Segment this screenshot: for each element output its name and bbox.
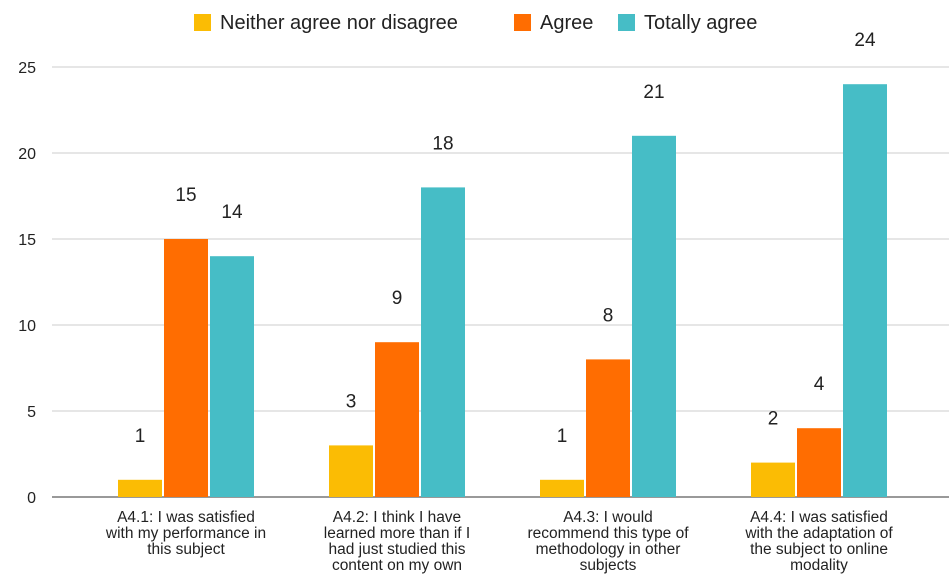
y-tick-label: 5: [27, 404, 36, 421]
bar: [164, 239, 208, 497]
legend-swatch: [514, 14, 531, 31]
category-label: this subject: [147, 541, 225, 558]
category-label: subjects: [580, 557, 637, 574]
category-label: modality: [790, 557, 848, 574]
data-label: 24: [854, 30, 876, 51]
data-label: 18: [432, 133, 453, 154]
y-axis: 0 5 10 15 20 25: [18, 60, 36, 507]
data-label: 15: [175, 185, 196, 206]
bar: [751, 462, 795, 497]
category-label: A4.4: I was satisfied: [750, 509, 888, 526]
y-tick-label: 25: [18, 60, 36, 77]
bar: [843, 84, 887, 497]
category-label: had just studied this: [328, 541, 465, 558]
bar: [797, 428, 841, 497]
data-label: 1: [135, 426, 146, 447]
legend-label: Totally agree: [644, 12, 757, 34]
y-tick-label: 0: [27, 490, 36, 507]
data-label: 4: [814, 374, 825, 395]
bar: [210, 256, 254, 497]
data-label: 8: [603, 305, 614, 326]
category-label: A4.3: I would: [563, 509, 653, 526]
category-label: content on my own: [332, 557, 462, 574]
bar: [118, 479, 162, 497]
bars: [118, 84, 887, 498]
legend-label: Neither agree nor disagree: [220, 12, 458, 34]
y-tick-label: 10: [18, 318, 36, 335]
bar: [540, 479, 584, 497]
data-label: 3: [346, 391, 357, 412]
y-tick-label: 20: [18, 146, 36, 163]
y-tick-label: 15: [18, 232, 36, 249]
data-label: 2: [768, 409, 779, 430]
category-label: A4.2: I think I have: [333, 509, 461, 526]
data-label: 21: [643, 82, 664, 103]
category-label: A4.1: I was satisfied: [117, 509, 255, 526]
legend-label: Agree: [540, 12, 593, 34]
bar: [375, 342, 419, 497]
category-label: recommend this type of: [527, 525, 689, 542]
category-label: the subject to online: [750, 541, 888, 558]
legend: Neither agree nor disagree Agree Totally a…: [194, 12, 757, 34]
data-label: 14: [221, 202, 243, 223]
bar: [632, 135, 676, 498]
data-label: 9: [392, 288, 403, 309]
bar: [421, 187, 465, 497]
data-label: 1: [557, 426, 568, 447]
category-label: with my performance in: [105, 525, 266, 542]
bar: [586, 359, 630, 497]
category-label: learned more than if I: [324, 525, 470, 542]
category-label: with the adaptation of: [744, 525, 893, 542]
category-label: methodology in other: [536, 541, 681, 558]
legend-swatch: [194, 14, 211, 31]
bar: [329, 445, 373, 497]
legend-swatch: [618, 14, 635, 31]
